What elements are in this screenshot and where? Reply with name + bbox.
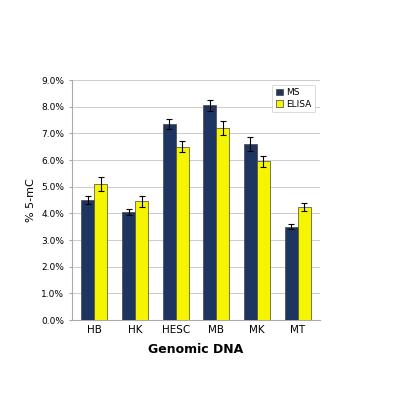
- Bar: [216, 128, 229, 320]
- Y-axis label: % 5-mC: % 5-mC: [26, 178, 36, 222]
- Bar: [163, 124, 176, 320]
- Bar: [257, 161, 270, 320]
- Bar: [285, 227, 298, 320]
- Bar: [81, 200, 94, 320]
- Bar: [244, 144, 257, 320]
- Bar: [298, 207, 311, 320]
- Bar: [203, 105, 216, 320]
- Legend: MS, ELISA: MS, ELISA: [272, 84, 316, 112]
- Bar: [135, 201, 148, 320]
- Bar: [122, 212, 135, 320]
- Bar: [176, 147, 189, 320]
- X-axis label: Genomic DNA: Genomic DNA: [148, 343, 244, 356]
- Bar: [94, 184, 107, 320]
